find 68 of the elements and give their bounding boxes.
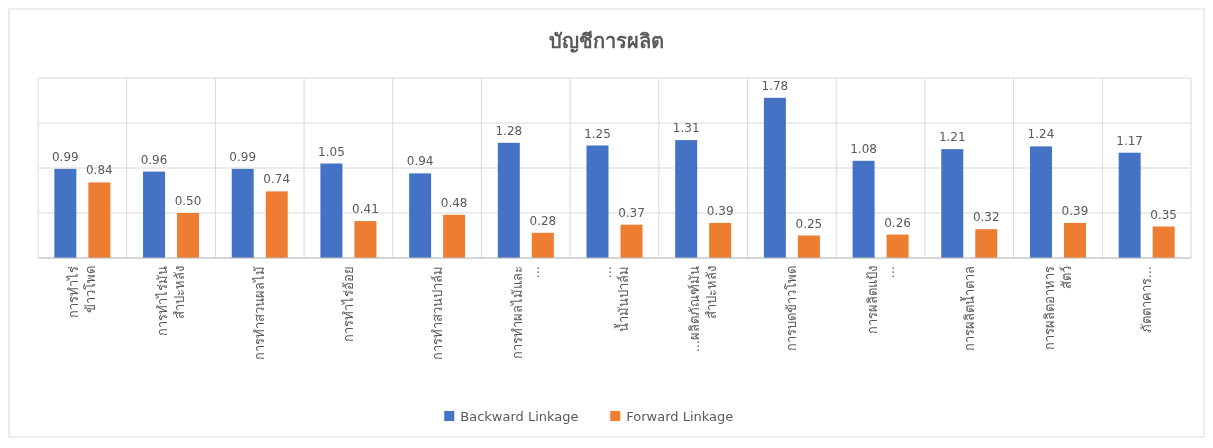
data-label: 0.96: [140, 152, 168, 167]
x-tick-label: การทำไร่อ้อย: [340, 266, 356, 342]
data-label: 1.21: [938, 130, 966, 145]
x-tick-label: การทำผลไม้และ ...: [509, 266, 542, 359]
x-tick-label: การทำสวนปาล์ม: [429, 266, 445, 360]
data-label: 0.99: [51, 149, 79, 164]
data-label: 0.48: [440, 195, 468, 210]
data-label: 1.17: [1116, 133, 1144, 148]
bar: [143, 171, 166, 258]
legend-label: Backward Linkage: [460, 408, 579, 424]
x-tick-label: ภัตตาคาร...: [1139, 266, 1155, 334]
bar: [1118, 152, 1141, 258]
bar: [975, 229, 998, 258]
chart-title: บัญชีการผลิต: [549, 29, 664, 53]
data-label: 1.28: [495, 123, 523, 138]
x-tick-label: ... น้ำมันปาล์ม: [598, 266, 631, 332]
data-label: 0.74: [263, 172, 291, 187]
bar: [620, 224, 643, 258]
bar: [531, 232, 554, 258]
bar: [797, 235, 820, 258]
x-tick-label: การบดข้าวโพด: [784, 266, 800, 351]
legend-label: Forward Linkage: [626, 408, 734, 424]
data-label: 0.50: [174, 194, 202, 208]
bar: [320, 163, 343, 258]
x-tick-label: การทำสวนผลไม้: [252, 266, 268, 360]
bar: [852, 160, 875, 258]
bar: [54, 168, 77, 258]
x-tick-label: การทำไร่มัน สำปะหลัง: [155, 266, 188, 336]
bar: [763, 97, 786, 258]
bar: [1029, 146, 1052, 258]
bar: [886, 234, 909, 258]
bar: [497, 142, 520, 258]
bar: [88, 182, 111, 258]
data-label: 0.25: [795, 216, 823, 231]
x-tick-label: การผลิตอาหาร สัตว์: [1042, 266, 1075, 350]
data-label: 1.24: [1027, 127, 1055, 142]
bar: [709, 222, 732, 258]
data-label: 0.28: [529, 213, 557, 228]
data-label: 0.84: [85, 163, 113, 178]
bar: [1063, 222, 1086, 258]
data-label: 0.39: [1061, 203, 1089, 218]
data-label: 0.35: [1150, 207, 1178, 222]
data-label: 1.25: [584, 126, 611, 141]
bar: [675, 140, 698, 258]
bar: [443, 214, 466, 258]
data-label: 1.05: [318, 144, 345, 159]
x-tick-label: การผลิตน้ำตาล: [959, 266, 977, 351]
data-label: 0.41: [352, 202, 379, 217]
data-label: 1.31: [672, 121, 700, 136]
x-tick-label: การทำไร่ ข้าวโพด: [66, 266, 99, 318]
data-label: 0.94: [406, 154, 434, 169]
bar: [1152, 226, 1175, 258]
x-tick-label: ...ผลิตภัณฑ์มัน สำปะหลัง: [687, 266, 720, 353]
data-label: 0.32: [972, 210, 1000, 225]
bar: [409, 173, 432, 258]
bar: [354, 221, 377, 258]
data-label: 0.26: [884, 215, 911, 230]
x-tick-label: การผลิตแป้ง ...: [864, 266, 897, 334]
bar: [231, 168, 254, 258]
data-label: 0.37: [618, 205, 645, 220]
data-label: 1.78: [761, 78, 789, 93]
bar: [177, 213, 200, 258]
bar: [586, 145, 609, 258]
bar: [265, 191, 288, 258]
data-label: 1.08: [850, 141, 877, 156]
data-label: 0.39: [706, 203, 734, 218]
bar: [941, 149, 964, 258]
data-label: 0.99: [229, 149, 257, 164]
